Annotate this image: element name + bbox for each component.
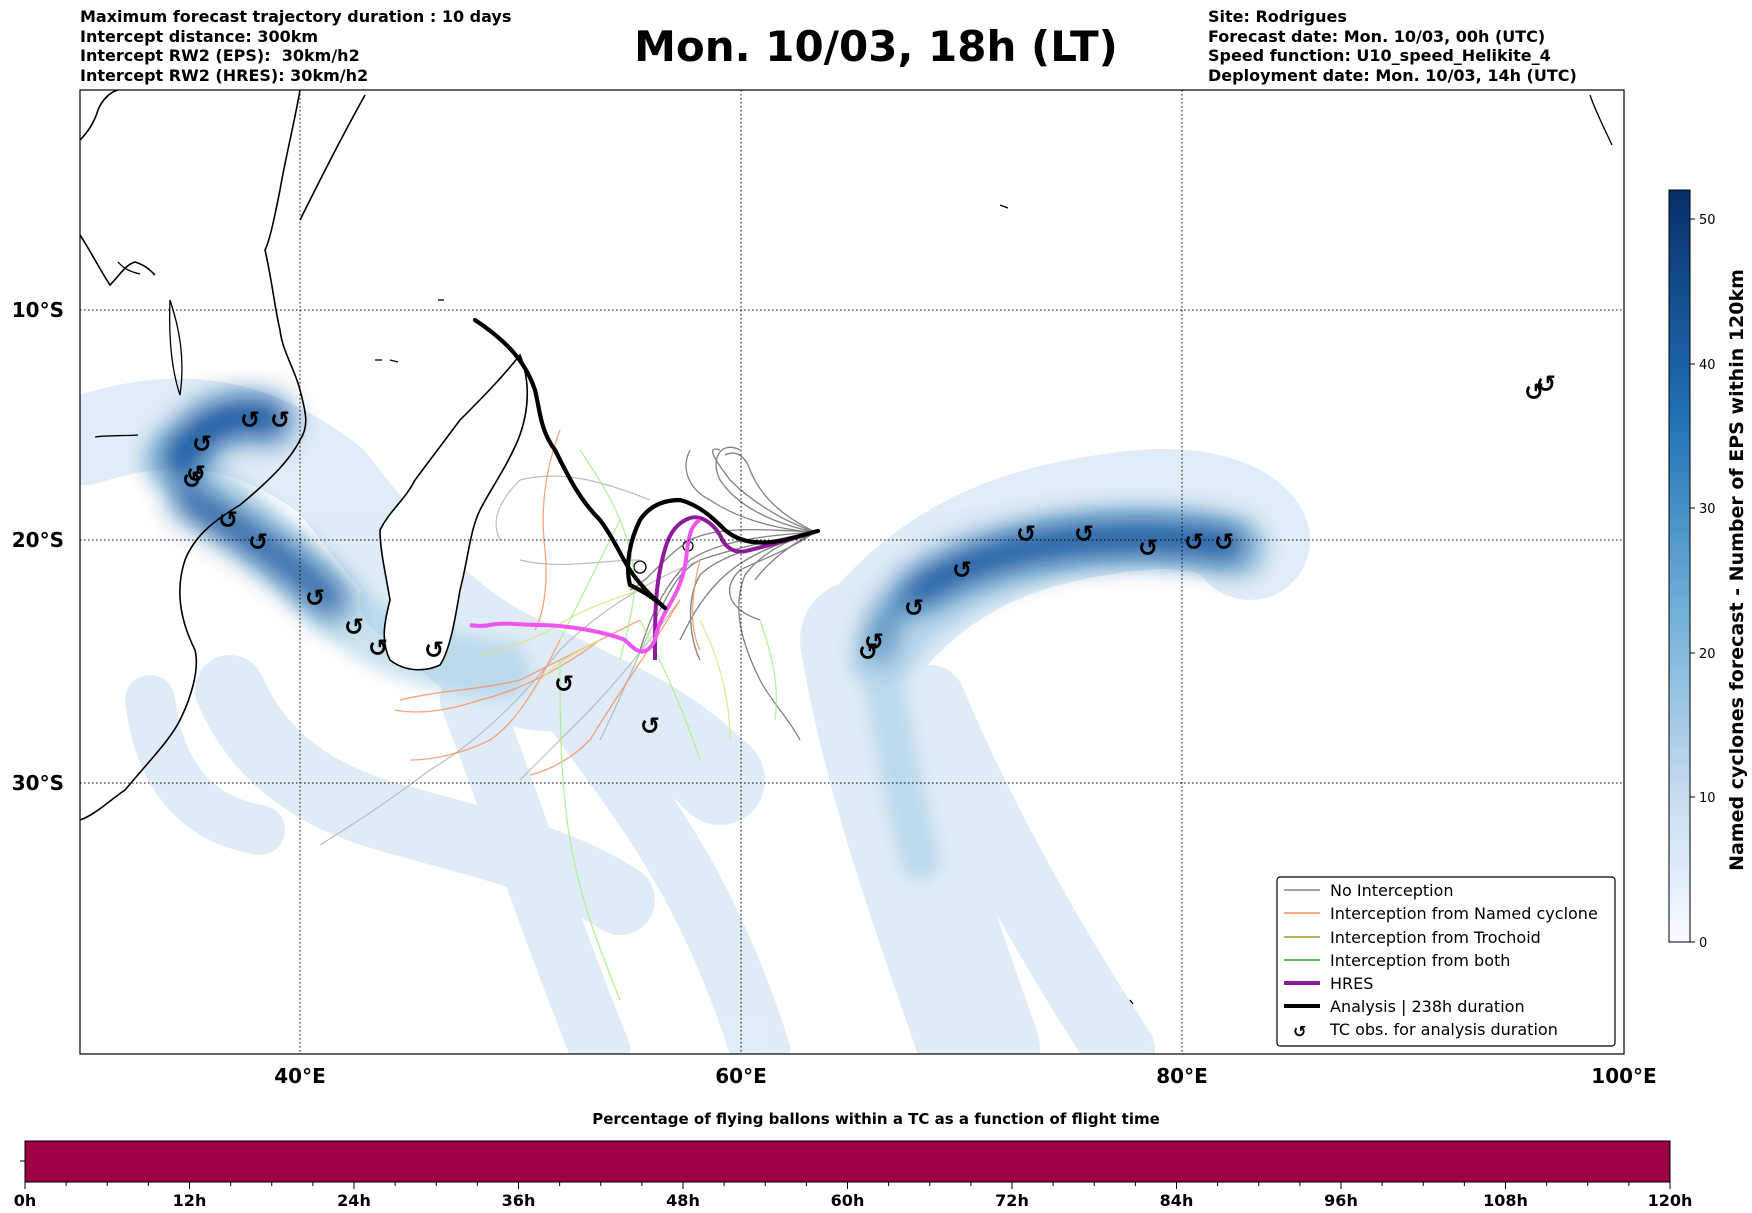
density-core <box>159 395 1250 663</box>
tc-obs-5: ↺ <box>186 460 206 488</box>
tc-obs-16: ↺ <box>904 594 924 622</box>
tc-obs-22: ↺ <box>1214 528 1234 556</box>
deployment-date-text: Deployment date: Mon. 10/03, 14h (UTC) <box>1208 65 1577 85</box>
legend-label-both: Interception from both <box>1330 951 1510 970</box>
tc-obs-4: ↺ <box>182 466 202 494</box>
flight-tick-24h: 24h <box>337 1191 371 1210</box>
map-area: ↺ ↺ ↺ ↺ ↺ ↺ ↺ ↺ ↺ ↺ ↺ ↺ ↺ ↺ ↺ ↺ ↺ ↺ ↺ ↺ … <box>80 90 1624 1054</box>
lat-labels: 10°S 20°S 30°S <box>12 298 64 795</box>
flight-time-ticks <box>24 1182 1671 1189</box>
map-frame <box>79 89 1625 1055</box>
colorbar-tick-20: 20 <box>1699 647 1716 662</box>
tc-obs-6: ↺ <box>218 506 238 534</box>
legend-label-named-cyclone: Interception from Named cyclone <box>1330 904 1598 923</box>
colorbar-tick-0: 0 <box>1699 936 1707 951</box>
tc-obs-23: ↺ <box>1524 378 1544 406</box>
legend: No Interception Interception from Named … <box>1276 876 1616 1047</box>
legend-label-analysis: Analysis | 238h duration <box>1330 997 1525 1016</box>
legend-label-no-interception: No Interception <box>1330 881 1454 900</box>
gridlines <box>80 90 1624 1054</box>
main-title: Mon. 10/03, 18h (LT) <box>634 22 1118 71</box>
madagascar-coastline <box>379 353 529 671</box>
tc-obs-symbols: ↺ ↺ ↺ ↺ ↺ ↺ ↺ ↺ ↺ ↺ ↺ ↺ ↺ ↺ ↺ ↺ ↺ ↺ ↺ ↺ … <box>182 370 1556 740</box>
legend-label-tc-obs: TC obs. for analysis duration <box>1329 1020 1558 1039</box>
colorbar-tick-50: 50 <box>1699 213 1716 228</box>
max-duration-text: Maximum forecast trajectory duration : 1… <box>80 7 512 26</box>
lat-label-20: 20°S <box>12 528 64 552</box>
trajectories-trochoid <box>479 589 731 741</box>
flight-tick-84h: 84h <box>1160 1191 1194 1210</box>
flight-tick-120h: 120h <box>1648 1191 1693 1210</box>
lon-label-60: 60°E <box>715 1064 767 1088</box>
tc-obs-1: ↺ <box>240 406 260 434</box>
colorbar: 0 10 20 30 40 50 Named cyclones forecast… <box>1668 189 1748 951</box>
lon-labels: 40°E 60°E 80°E 100°E <box>274 1064 1656 1088</box>
tc-obs-7: ↺ <box>248 528 268 556</box>
flight-tick-72h: 72h <box>995 1191 1029 1210</box>
tc-obs-18: ↺ <box>1016 520 1036 548</box>
flight-tick-0h: 0h <box>14 1191 37 1210</box>
lon-label-100: 100°E <box>1591 1064 1656 1088</box>
flight-tick-108h: 108h <box>1483 1191 1528 1210</box>
legend-label-trochoid: Interception from Trochoid <box>1330 928 1541 947</box>
tc-obs-14: ↺ <box>858 638 878 666</box>
tc-obs-13: ↺ <box>640 712 660 740</box>
tc-obs-21: ↺ <box>1184 528 1204 556</box>
tc-obs-12: ↺ <box>554 670 574 698</box>
tc-obs-11: ↺ <box>424 636 444 664</box>
trajectories-no-interception <box>629 446 816 741</box>
flight-tick-12h: 12h <box>173 1191 207 1210</box>
lat-label-30: 30°S <box>12 771 64 795</box>
lat-label-10: 10°S <box>12 298 64 322</box>
intercept-eps-text: Intercept RW2 (EPS): 30km/h2 <box>80 46 360 65</box>
hres-track-magenta <box>469 518 702 654</box>
flight-tick-36h: 36h <box>502 1191 536 1210</box>
flight-time-labels: 0h 12h 24h 36h 48h 60h 72h 84h 96h 108h … <box>14 1191 1693 1210</box>
header-right-info: Site: Rodrigues Forecast date: Mon. 10/0… <box>1208 7 1577 85</box>
flight-tick-96h: 96h <box>1324 1191 1358 1210</box>
colorbar-tick-40: 40 <box>1699 358 1716 373</box>
tc-obs-20: ↺ <box>1138 534 1158 562</box>
trajectories-both <box>559 449 777 1001</box>
flight-time-bar-title: Percentage of flying ballons within a TC… <box>592 1110 1160 1128</box>
flight-time-bar: 0h 12h 24h 36h 48h 60h 72h 84h 96h 108h … <box>14 1140 1693 1210</box>
lon-label-40: 40°E <box>274 1064 326 1088</box>
flight-time-bar-fill <box>24 1140 1671 1183</box>
tc-obs-3: ↺ <box>192 430 212 458</box>
legend-swatch-tc-obs: ↺ <box>1293 1022 1306 1041</box>
africa-coastline <box>80 90 366 821</box>
tc-obs-15: ↺ <box>864 628 884 656</box>
legend-box <box>1276 876 1616 1047</box>
flight-tick-48h: 48h <box>666 1191 700 1210</box>
colorbar-tick-30: 30 <box>1699 502 1716 517</box>
tc-obs-2: ↺ <box>270 406 290 434</box>
intercept-hres-text: Intercept RW2 (HRES): 30km/h2 <box>80 65 369 85</box>
tc-obs-17: ↺ <box>952 556 972 584</box>
tc-obs-10: ↺ <box>368 634 388 662</box>
lon-label-80: 80°E <box>1156 1064 1208 1088</box>
forecast-date-text: Forecast date: Mon. 10/03, 00h (UTC) <box>1208 26 1546 46</box>
speed-function-text: Speed function: U10_speed_Helikite_4 <box>1208 46 1551 65</box>
colorbar-title: Named cyclones forecast - Number of EPS … <box>1726 269 1748 871</box>
colorbar-tick-10: 10 <box>1699 791 1716 806</box>
tc-obs-9: ↺ <box>344 613 364 641</box>
intercept-distance-text: Intercept distance: 300km <box>80 26 319 46</box>
analysis-track <box>472 317 821 611</box>
flight-tick-60h: 60h <box>831 1191 865 1210</box>
tc-obs-19: ↺ <box>1074 520 1094 548</box>
hres-track <box>653 515 816 661</box>
tc-obs-8: ↺ <box>305 584 325 612</box>
legend-label-hres: HRES <box>1330 974 1373 993</box>
small-islands <box>94 94 1613 1005</box>
header-left-info: Maximum forecast trajectory duration : 1… <box>80 7 511 85</box>
colorbar-gradient <box>1668 189 1691 943</box>
tc-obs-24: ↺ <box>1536 370 1556 398</box>
site-text: Site: Rodrigues <box>1208 7 1347 26</box>
